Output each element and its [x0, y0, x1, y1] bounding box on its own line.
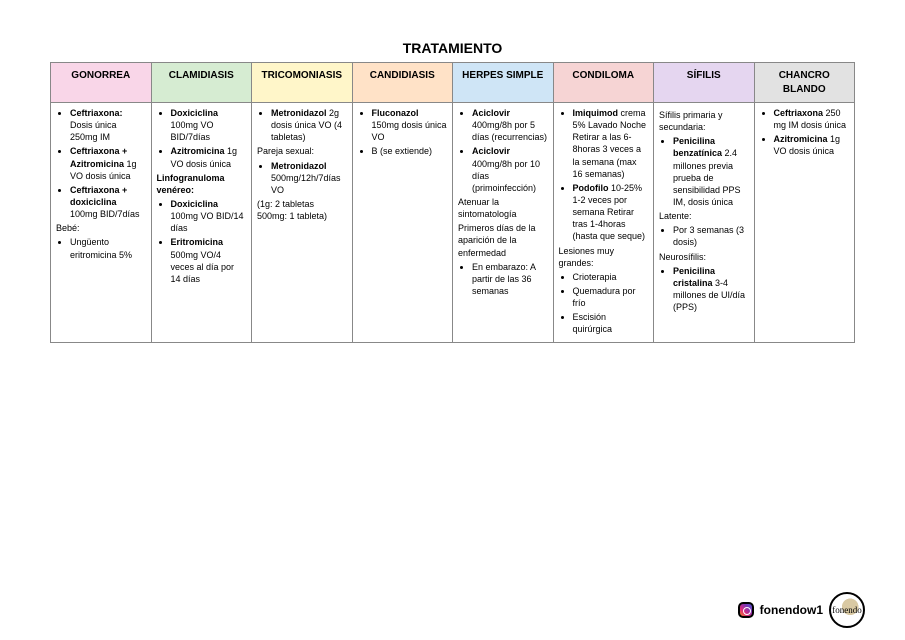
list-item: Ceftriaxona: Dosis única 250mg IM	[70, 107, 146, 143]
column-header: CANDIDIASIS	[352, 63, 453, 103]
treatment-table: GONORREACLAMIDIASISTRICOMONIASISCANDIDIA…	[50, 62, 855, 343]
list-item: Ungüento eritromicina 5%	[70, 236, 146, 260]
list-item: Azitromicina 1g VO dosis única	[171, 145, 247, 169]
list-item: Quemadura por frío	[573, 285, 649, 309]
list-item: Doxiciclina 100mg VO BID/7días	[171, 107, 247, 143]
list-item: Podofilo 10-25% 1-2 veces por semana Ret…	[573, 182, 649, 243]
list-item: En embarazo: A partir de las 36 semanas	[472, 261, 548, 297]
column-header: CHANCRO BLANDO	[754, 63, 855, 103]
cell-gonorrea: Ceftriaxona: Dosis única 250mg IMCeftria…	[51, 103, 152, 343]
cell-chancro: Ceftriaxona 250 mg IM dosis únicaAzitrom…	[754, 103, 855, 343]
list-item: Fluconazol 150mg dosis única VO	[372, 107, 448, 143]
cell-herpes: Aciclovir 400mg/8h por 5 días (recurrenc…	[453, 103, 554, 343]
column-header: CLAMIDIASIS	[151, 63, 252, 103]
cell-tricomoniasis: Metronidazol 2g dosis única VO (4 tablet…	[252, 103, 353, 343]
list-item: Doxiciclina 100mg VO BID/14 días	[171, 198, 247, 234]
note: Latente:	[659, 210, 749, 222]
list-item: Eritromicina 500mg VO/4 veces al día por…	[171, 236, 247, 285]
column-header: TRICOMONIASIS	[252, 63, 353, 103]
note: Primeros días de la aparición de la enfe…	[458, 222, 548, 258]
cell-candidiasis: Fluconazol 150mg dosis única VO B (se ext…	[352, 103, 453, 343]
list-item: Ceftriaxona 250 mg IM dosis única	[774, 107, 850, 131]
list-item: Penicilina cristalina 3-4 millones de UI…	[673, 265, 749, 314]
column-header: CONDILOMA	[553, 63, 654, 103]
list-item: Aciclovir 400mg/8h por 5 días (recurrenc…	[472, 107, 548, 143]
note: Atenuar la sintomatología	[458, 196, 548, 220]
note: Neurosífilis:	[659, 251, 749, 263]
cell-sifilis: Sífilis primaria y secundaria: Penicilin…	[654, 103, 755, 343]
brand-logo: fonendo	[829, 592, 865, 628]
list-item: Crioterapia	[573, 271, 649, 283]
list-item: Ceftriaxona + Azitromicina 1g VO dosis ú…	[70, 145, 146, 181]
list-item: Ceftriaxona + doxiciclina 100mg BID/7día…	[70, 184, 146, 220]
page-title: TRATAMIENTO	[50, 40, 855, 56]
note: Pareja sexual:	[257, 145, 347, 157]
column-header: HERPES SIMPLE	[453, 63, 554, 103]
list-item: Azitromicina 1g VO dosis única	[774, 133, 850, 157]
note: (1g: 2 tabletas 500mg: 1 tableta)	[257, 198, 347, 222]
list-item: Aciclovir 400mg/8h por 10 días (primoinf…	[472, 145, 548, 194]
cell-clamidiasis: Doxiciclina 100mg VO BID/7díasAzitromici…	[151, 103, 252, 343]
list-item: B (se extiende)	[372, 145, 448, 157]
instagram-icon	[738, 602, 754, 618]
footer: fonendow1 fonendo	[738, 592, 865, 628]
note: Bebé:	[56, 222, 146, 234]
list-item: Imiquimod crema 5% Lavado Noche Retirar …	[573, 107, 649, 180]
list-item: Escisión quirúrgica	[573, 311, 649, 335]
note: Lesiones muy grandes:	[559, 245, 649, 269]
column-header: SÍFILIS	[654, 63, 755, 103]
list-item: Metronidazol 2g dosis única VO (4 tablet…	[271, 107, 347, 143]
list-item: Penicilina benzatínica 2.4 millones prev…	[673, 135, 749, 208]
instagram-handle: fonendow1	[760, 603, 823, 617]
cell-condiloma: Imiquimod crema 5% Lavado Noche Retirar …	[553, 103, 654, 343]
list-item: Metronidazol 500mg/12h/7días VO	[271, 160, 347, 196]
note: Sífilis primaria y secundaria:	[659, 109, 749, 133]
subheading: Linfogranuloma venéreo:	[157, 172, 247, 196]
list-item: Por 3 semanas (3 dosis)	[673, 224, 749, 248]
column-header: GONORREA	[51, 63, 152, 103]
